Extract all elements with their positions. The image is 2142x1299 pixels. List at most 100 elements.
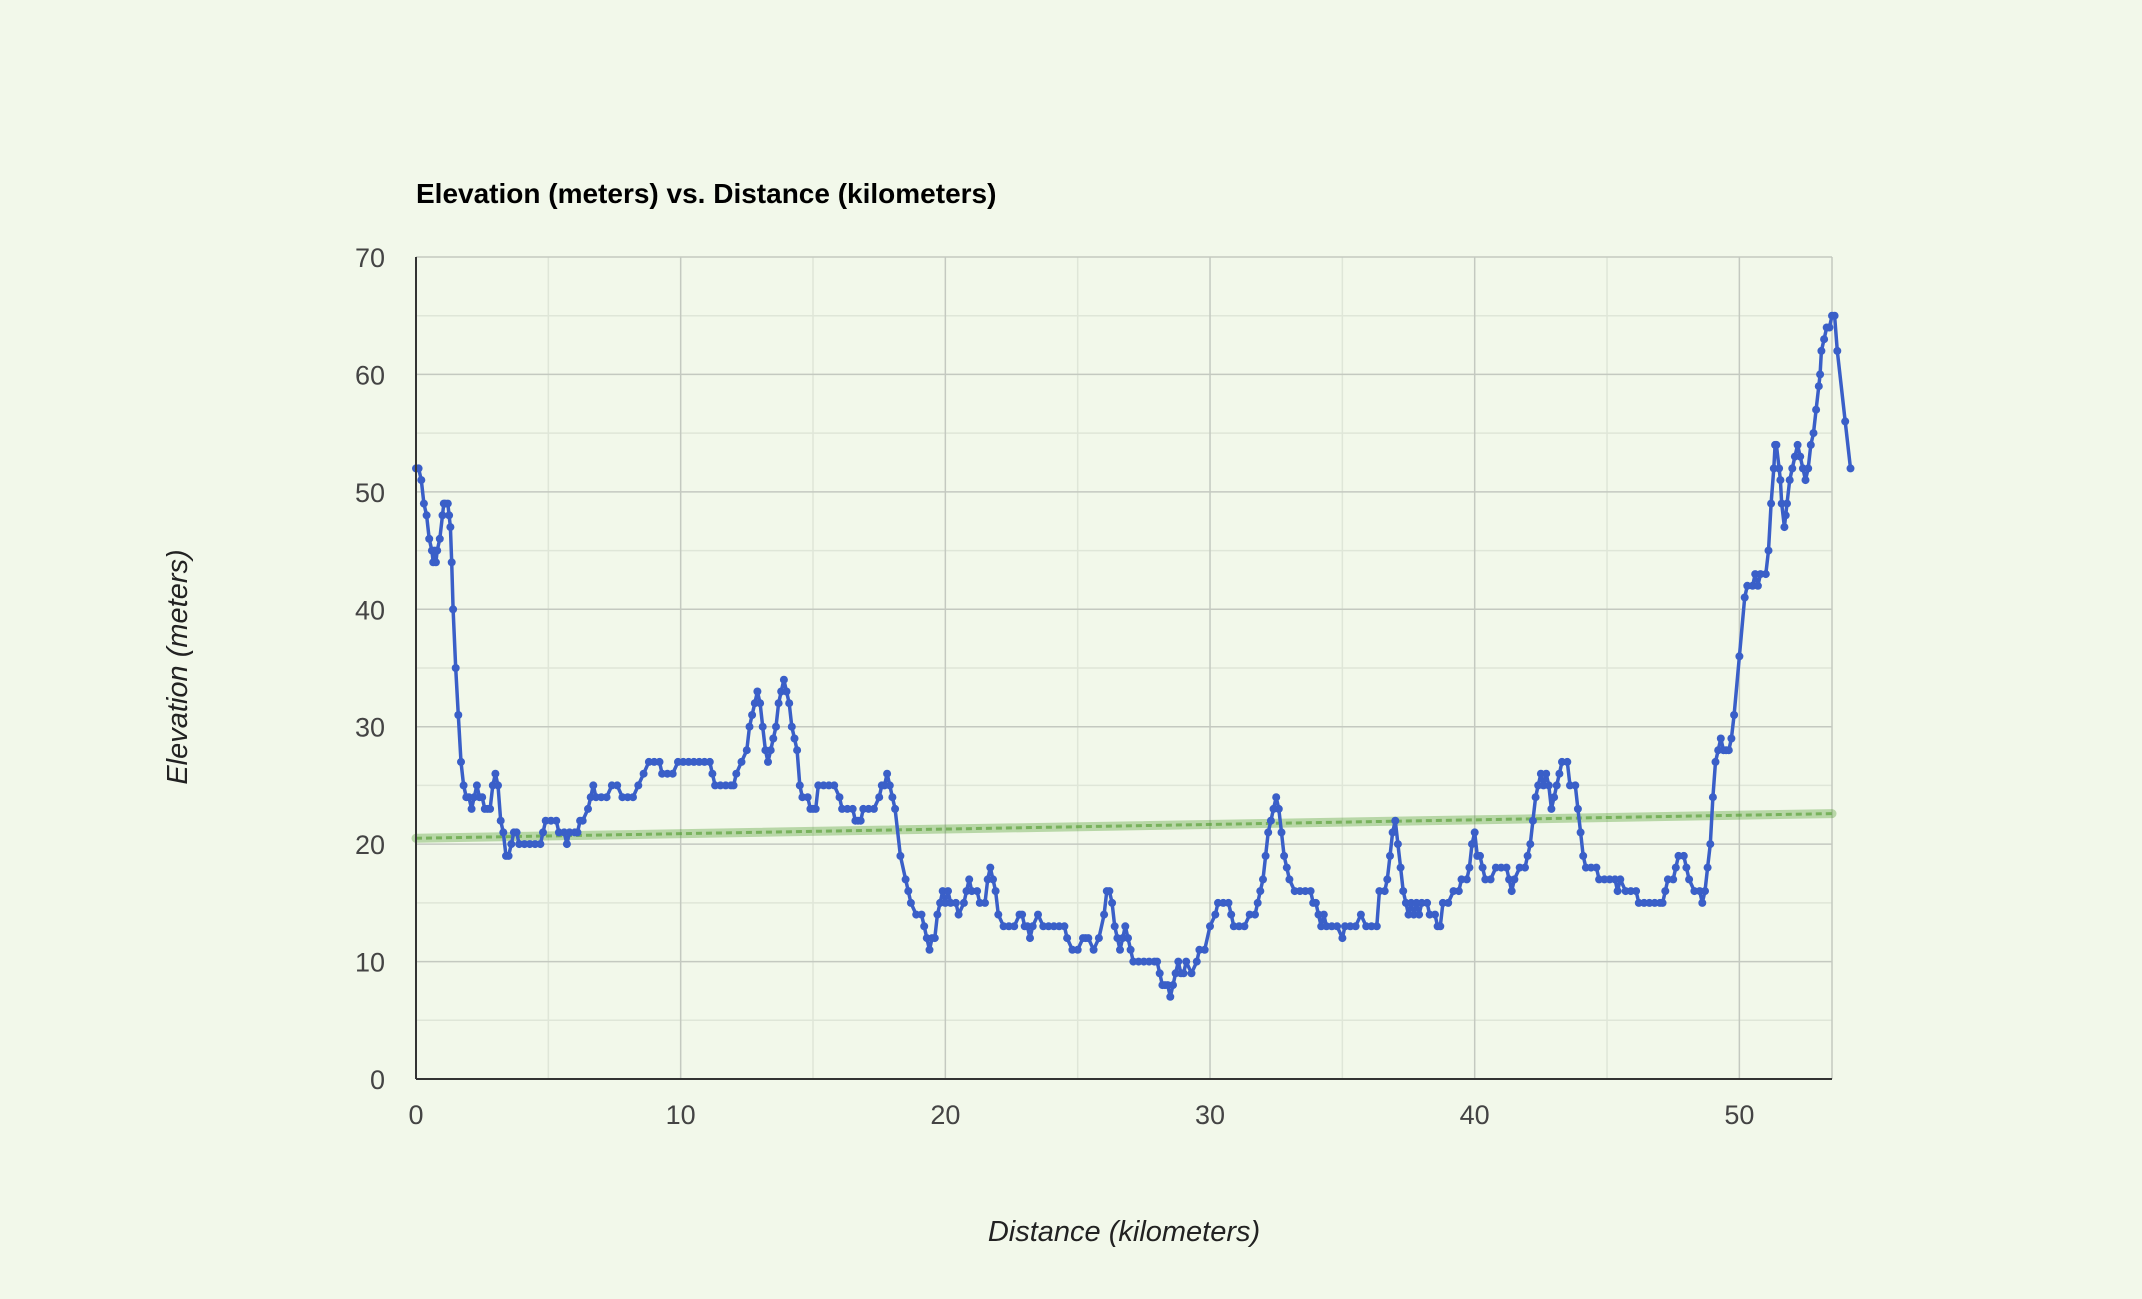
elevation-point: [1698, 898, 1707, 907]
elevation-point: [422, 511, 431, 520]
elevation-point: [1282, 863, 1291, 872]
elevation-point: [883, 769, 892, 778]
elevation-point: [1812, 405, 1821, 414]
elevation-point: [1089, 945, 1098, 954]
elevation-point: [1478, 863, 1487, 872]
elevation-point: [1793, 440, 1802, 449]
elevation-point: [443, 499, 452, 508]
elevation-point: [896, 851, 905, 860]
elevation-point: [1671, 863, 1680, 872]
elevation-point: [1820, 335, 1829, 344]
elevation-point: [991, 887, 1000, 896]
elevation-point: [1174, 957, 1183, 966]
elevation-point: [1259, 875, 1267, 884]
elevation-point: [917, 910, 926, 919]
elevation-point: [745, 722, 754, 731]
elevation-point: [507, 840, 516, 849]
elevation-point: [1010, 922, 1019, 931]
elevation-point: [875, 793, 884, 802]
elevation-point: [1711, 757, 1720, 766]
elevation-point: [1817, 346, 1826, 355]
elevation-point: [1126, 945, 1135, 954]
elevation-point: [1661, 887, 1670, 896]
elevation-point: [1767, 499, 1776, 508]
elevation-point: [552, 816, 561, 825]
elevation-point: [933, 910, 942, 919]
elevation-point: [486, 804, 495, 813]
trend-line: [415, 812, 1833, 840]
elevation-point: [1563, 757, 1572, 766]
elevation-point: [438, 511, 447, 520]
elevation-point: [1552, 781, 1561, 790]
elevation-point: [986, 863, 995, 872]
elevation-point: [1240, 922, 1249, 931]
x-tick-label: 20: [930, 1100, 960, 1130]
elevation-point: [787, 722, 796, 731]
elevation-point: [1100, 910, 1109, 919]
axes: [415, 257, 1832, 1080]
y-tick-label: 50: [355, 478, 385, 508]
y-axis-label: Elevation (meters): [162, 549, 194, 784]
elevation-point: [1026, 934, 1034, 943]
elevation-point: [1804, 464, 1813, 473]
elevation-point: [1571, 781, 1580, 790]
elevation-point: [1380, 887, 1389, 896]
elevation-point: [973, 887, 982, 896]
elevation-point: [1761, 570, 1770, 579]
elevation-point: [1206, 922, 1214, 931]
elevation-point: [1727, 734, 1736, 743]
elevation-point: [1502, 863, 1511, 872]
elevation-point: [951, 898, 960, 907]
elevation-point: [1253, 898, 1262, 907]
elevation-point: [1261, 851, 1270, 860]
elevation-point: [758, 722, 767, 731]
elevation-point: [1523, 851, 1532, 860]
elevation-point: [965, 875, 974, 884]
elevation-point: [1073, 945, 1082, 954]
elevation-point: [1415, 910, 1424, 919]
elevation-point: [772, 722, 780, 731]
elevation-point: [1060, 922, 1069, 931]
elevation-point: [1105, 887, 1114, 896]
elevation-point: [1531, 793, 1540, 802]
elevation-point: [729, 781, 738, 790]
elevation-point: [417, 476, 426, 485]
elevation-point: [1507, 887, 1516, 896]
elevation-point: [634, 781, 643, 790]
elevation-point: [1121, 922, 1130, 931]
elevation-point: [1084, 934, 1093, 943]
elevation-point: [1730, 711, 1739, 719]
elevation-point: [1780, 523, 1789, 532]
x-axis-label: Distance (kilometers): [988, 1216, 1260, 1248]
elevation-point: [1547, 804, 1556, 813]
elevation-point: [753, 687, 762, 696]
elevation-point: [904, 887, 913, 896]
elevation-point: [830, 781, 839, 790]
elevation-point: [1153, 957, 1162, 966]
y-tick-label: 40: [355, 595, 385, 625]
elevation-point: [1182, 957, 1191, 966]
elevation-point: [1685, 875, 1694, 884]
elevation-point: [1256, 887, 1265, 896]
elevation-point: [578, 816, 587, 825]
elevation-point: [1470, 828, 1479, 837]
elevation-point: [1796, 452, 1805, 461]
elevation-point: [1735, 652, 1744, 661]
elevation-point: [504, 851, 513, 860]
elevation-point: [512, 828, 521, 837]
elevation-point: [1658, 898, 1667, 907]
x-tick-label: 0: [408, 1100, 423, 1130]
elevation-point: [779, 675, 788, 684]
elevation-point: [419, 499, 428, 508]
elevation-point: [782, 687, 791, 696]
elevation-point: [1388, 828, 1397, 837]
x-tick-label: 10: [666, 1100, 696, 1130]
elevation-point: [1108, 898, 1117, 907]
elevation-point: [1396, 863, 1405, 872]
elevation-point: [803, 793, 812, 802]
elevation-point: [869, 804, 878, 813]
elevation-point: [1486, 875, 1495, 884]
elevation-point: [885, 781, 894, 790]
elevation-point: [756, 699, 765, 708]
elevation-point: [1703, 863, 1712, 872]
